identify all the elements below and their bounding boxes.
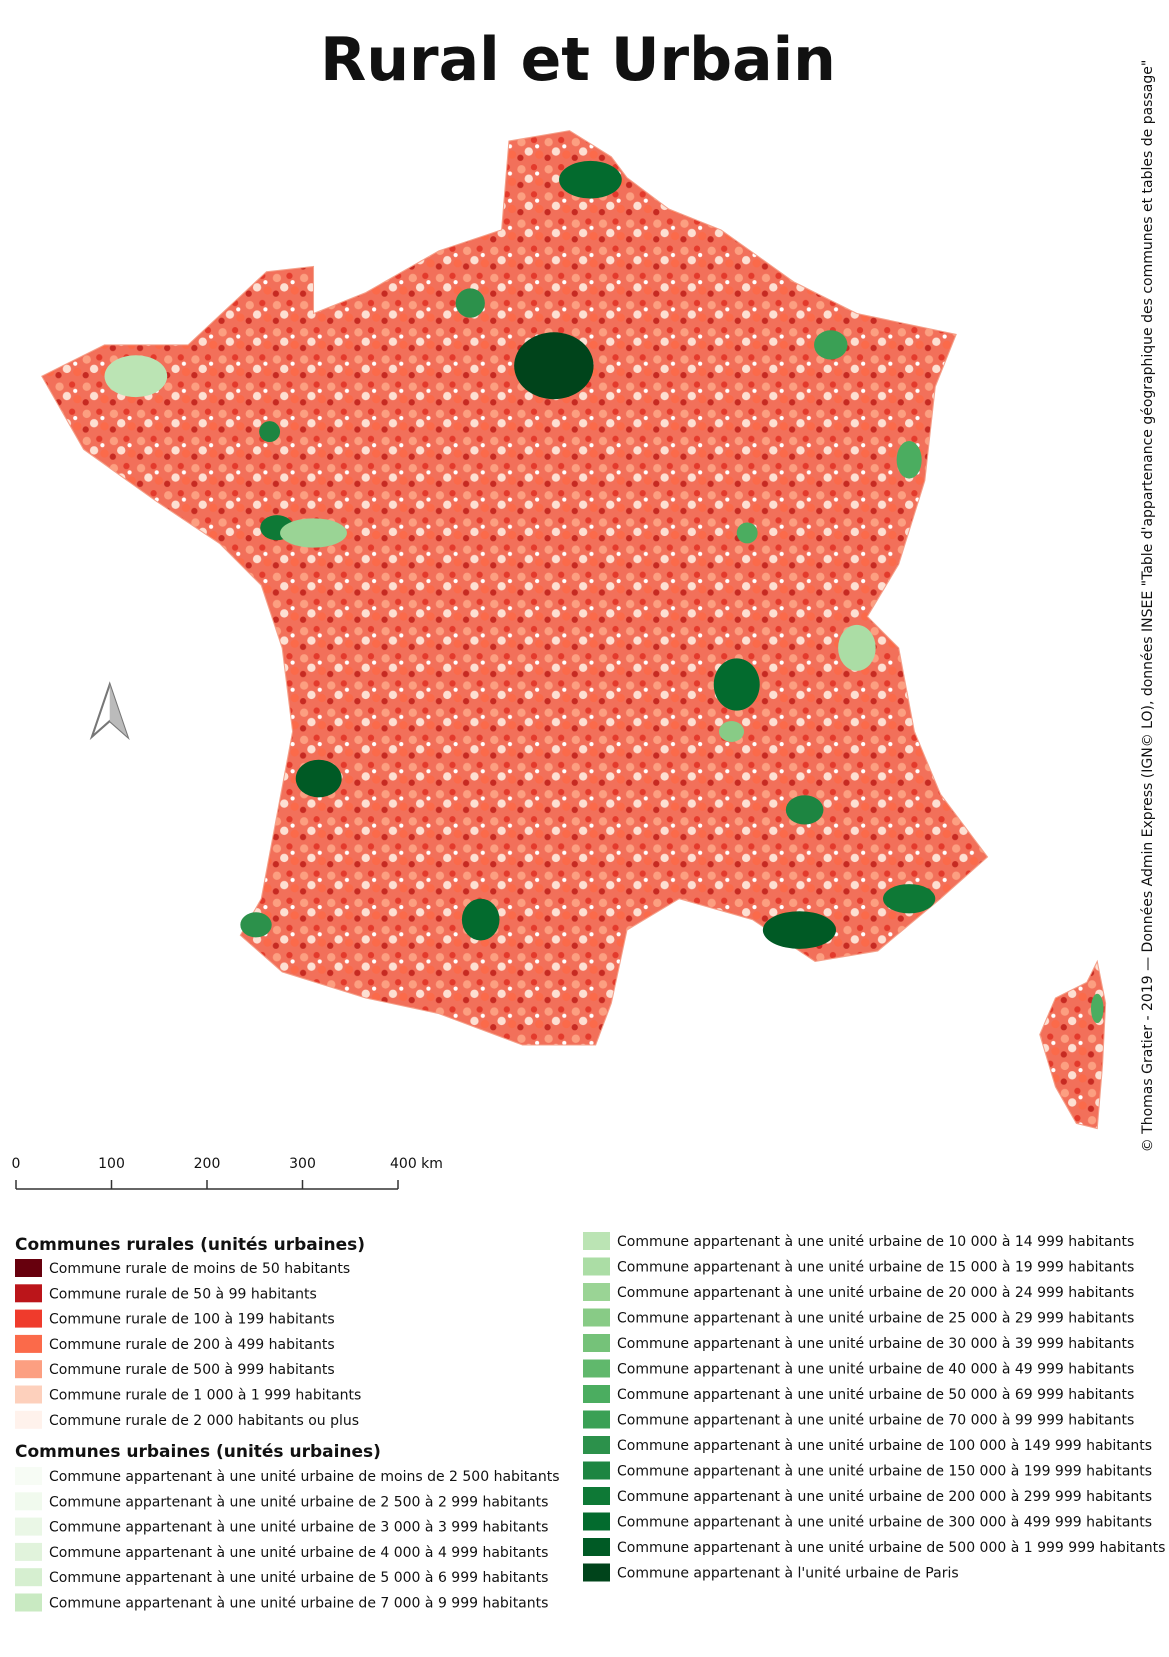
legend-label: Commune appartenant à l'unité urbaine de… [617, 1566, 959, 1582]
legend-swatch [15, 1259, 42, 1277]
legend-swatch [583, 1232, 610, 1250]
legend-swatch [15, 1467, 42, 1485]
legend-swatch [583, 1385, 610, 1403]
legend-swatch [583, 1334, 610, 1352]
legend-label: Commune rurale de moins de 50 habitants [49, 1261, 350, 1277]
legend-label: Commune appartenant à une unité urbaine … [617, 1285, 1134, 1301]
scale-bar: 0 100 200 300 400 km [12, 1156, 443, 1190]
legend-label: Commune appartenant à une unité urbaine … [617, 1438, 1152, 1454]
legend-label: Commune appartenant à une unité urbaine … [49, 1570, 548, 1586]
scale-label: 400 km [390, 1156, 443, 1172]
legend-swatch [15, 1568, 42, 1587]
legend-swatch [15, 1284, 42, 1303]
scale-label: 100 [98, 1156, 125, 1172]
legend-swatch [583, 1538, 610, 1556]
legend-swatch [15, 1309, 42, 1328]
scale-label: 200 [194, 1156, 221, 1172]
legend-label: Commune appartenant à une unité urbaine … [617, 1413, 1134, 1429]
legend-swatch [15, 1334, 42, 1353]
legend-swatch [583, 1308, 610, 1327]
legend-label: Commune appartenant à une unité urbaine … [49, 1494, 548, 1510]
legend: Communes rurales (unités urbaines) Commun… [15, 1232, 1165, 1612]
legend-label: Commune rurale de 500 à 999 habitants [49, 1362, 335, 1378]
legend-label: Commune appartenant à une unité urbaine … [617, 1540, 1165, 1556]
scale-label: 300 [289, 1156, 316, 1172]
legend-label: Commune appartenant à une unité urbaine … [49, 1596, 548, 1612]
legend-swatch [583, 1563, 610, 1582]
north-arrow [89, 681, 130, 741]
legend-swatch [15, 1360, 42, 1379]
legend-label: Commune appartenant à une unité urbaine … [617, 1234, 1134, 1250]
legend-label: Commune appartenant à une unité urbaine … [617, 1336, 1134, 1352]
legend-swatch [15, 1410, 42, 1429]
legend-group-title: Communes urbaines (unités urbaines) [15, 1442, 381, 1462]
legend-swatch [583, 1410, 610, 1429]
legend-label: Commune rurale de 100 à 199 habitants [49, 1312, 335, 1328]
legend-label: Commune appartenant à une unité urbaine … [617, 1464, 1152, 1480]
legend-swatch [583, 1436, 610, 1454]
legend-label: Commune appartenant à une unité urbaine … [617, 1489, 1152, 1505]
mainland [41, 130, 989, 1046]
legend-label: Commune appartenant à une unité urbaine … [617, 1260, 1134, 1276]
legend-swatch [15, 1385, 42, 1404]
legend-swatch [583, 1359, 610, 1378]
legend-label: Commune appartenant à une unité urbaine … [49, 1469, 560, 1485]
legend-swatch [583, 1461, 610, 1480]
legend-label: Commune rurale de 50 à 99 habitants [49, 1286, 317, 1302]
legend-label: Commune appartenant à une unité urbaine … [49, 1545, 548, 1561]
legend-label: Commune appartenant à une unité urbaine … [617, 1515, 1152, 1531]
legend-swatch [583, 1487, 610, 1505]
legend-label: Commune appartenant à une unité urbaine … [617, 1387, 1134, 1403]
legend-label: Commune appartenant à une unité urbaine … [617, 1362, 1134, 1378]
legend-swatch [15, 1542, 42, 1561]
legend-swatch [583, 1512, 610, 1531]
title: Rural et Urbain [320, 25, 836, 95]
legend-label: Commune rurale de 2 000 habitants ou plu… [49, 1413, 359, 1429]
corsica [1039, 959, 1107, 1130]
legend-group-title: Communes rurales (unités urbaines) [15, 1235, 365, 1255]
legend-swatch [15, 1517, 42, 1536]
legend-swatch [583, 1283, 610, 1301]
scale-label: 0 [12, 1156, 21, 1172]
legend-label: Commune rurale de 1 000 à 1 999 habitant… [49, 1388, 361, 1404]
legend-label: Commune appartenant à une unité urbaine … [617, 1311, 1134, 1327]
france-map [41, 130, 1107, 1130]
legend-label: Commune appartenant à une unité urbaine … [49, 1520, 548, 1536]
urban-areas [104, 160, 1104, 1024]
legend-label: Commune rurale de 200 à 499 habitants [49, 1337, 335, 1353]
legend-swatch [583, 1257, 610, 1276]
legend-swatch [15, 1492, 42, 1511]
credit: © Thomas Gratier - 2019 — Données Admin … [1140, 60, 1156, 1153]
legend-swatch [15, 1593, 42, 1612]
